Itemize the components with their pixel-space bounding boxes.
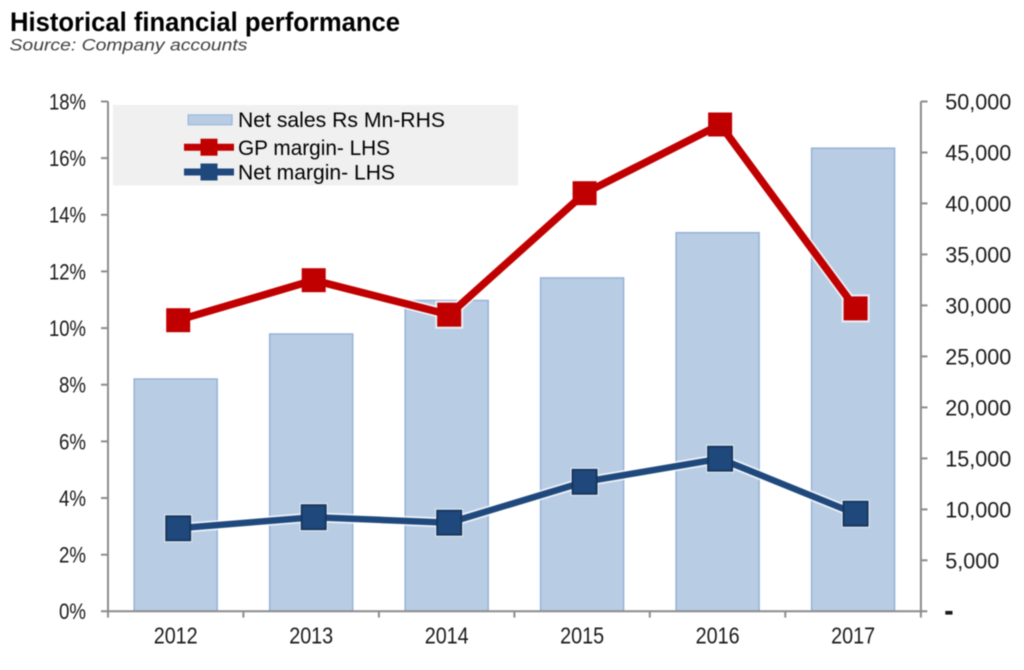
svg-text:18%: 18% (49, 89, 86, 114)
svg-text:15,000: 15,000 (945, 446, 1011, 471)
svg-text:Net sales Rs Mn-RHS: Net sales Rs Mn-RHS (238, 109, 445, 132)
svg-text:6%: 6% (59, 429, 86, 454)
svg-text:2014: 2014 (425, 623, 469, 649)
svg-text:Net margin- LHS: Net margin- LHS (238, 162, 395, 185)
svg-text:2012: 2012 (154, 623, 198, 649)
svg-text:8%: 8% (59, 373, 86, 398)
svg-text:0%: 0% (59, 599, 86, 624)
svg-text:GP margin- LHS: GP margin- LHS (238, 137, 390, 160)
svg-text:Source: Company accounts: Source: Company accounts (10, 37, 248, 55)
svg-text:2%: 2% (59, 543, 86, 568)
svg-text:4%: 4% (59, 486, 86, 511)
svg-text:50,000: 50,000 (945, 89, 1011, 114)
svg-text:45,000: 45,000 (945, 140, 1011, 165)
svg-text:2013: 2013 (289, 623, 333, 649)
svg-text:35,000: 35,000 (945, 242, 1011, 267)
svg-text:40,000: 40,000 (945, 191, 1011, 216)
svg-text:Historical financial performan: Historical financial performance (10, 7, 400, 37)
svg-text:30,000: 30,000 (945, 293, 1011, 318)
svg-text:5,000: 5,000 (945, 548, 999, 573)
svg-text:12%: 12% (49, 259, 86, 284)
svg-text:16%: 16% (49, 146, 86, 171)
svg-text:10%: 10% (49, 316, 86, 341)
svg-text:14%: 14% (49, 203, 86, 228)
svg-text:25,000: 25,000 (945, 344, 1011, 369)
svg-text:10,000: 10,000 (945, 497, 1011, 522)
svg-text:2016: 2016 (696, 623, 740, 649)
svg-text:2015: 2015 (560, 623, 604, 649)
svg-text:20,000: 20,000 (945, 395, 1011, 420)
svg-text:2017: 2017 (831, 623, 875, 649)
